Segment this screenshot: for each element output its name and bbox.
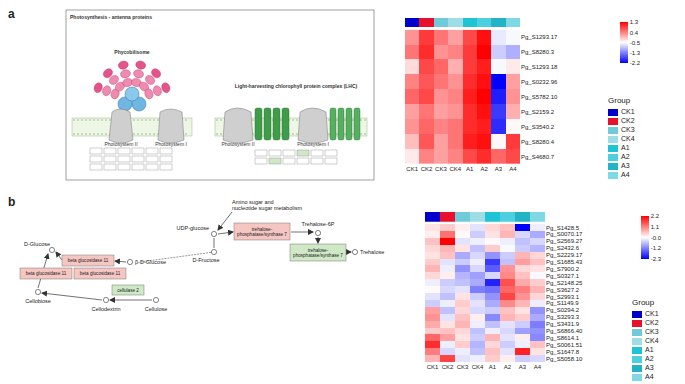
svg-text:Pg_S2432.6: Pg_S2432.6 bbox=[546, 245, 580, 251]
svg-text:Pg_S1293.18: Pg_S1293.18 bbox=[521, 64, 558, 70]
svg-text:Pg_S1685.43: Pg_S1685.43 bbox=[546, 259, 583, 265]
html-text:CK2: CK2 bbox=[645, 319, 659, 326]
svg-text:Pg_S8614.1: Pg_S8614.1 bbox=[546, 335, 580, 341]
svg-text:UDP-glucose: UDP-glucose bbox=[177, 225, 209, 231]
svg-text:Light-harvesting chlorophyll p: Light-harvesting chlorophyll protein com… bbox=[235, 83, 358, 89]
svg-text:1.3: 1.3 bbox=[630, 19, 639, 25]
html-text:A4: A4 bbox=[621, 171, 630, 178]
svg-text:beta glucosidase 11: beta glucosidase 11 bbox=[26, 271, 67, 276]
svg-text:Pg_S0327.1: Pg_S0327.1 bbox=[546, 273, 580, 279]
svg-text:A3: A3 bbox=[495, 166, 503, 172]
svg-text:Cellodextrin: Cellodextrin bbox=[91, 306, 120, 312]
svg-text:Cellobiose: Cellobiose bbox=[25, 298, 51, 304]
svg-text:Pg_S8280.3: Pg_S8280.3 bbox=[521, 49, 555, 55]
svg-text:Pg_S0070.17: Pg_S0070.17 bbox=[546, 231, 583, 237]
svg-text:CK3: CK3 bbox=[457, 364, 469, 370]
svg-text:Pg_S5058.10: Pg_S5058.10 bbox=[546, 356, 583, 362]
svg-text:Cellulose: Cellulose bbox=[145, 306, 168, 312]
svg-text:Pg_S3627.2: Pg_S3627.2 bbox=[546, 287, 580, 293]
svg-text:A4: A4 bbox=[509, 166, 517, 172]
html-text:Group: Group bbox=[632, 298, 655, 307]
svg-text:A4: A4 bbox=[534, 364, 542, 370]
html-text:CK3: CK3 bbox=[645, 328, 659, 335]
svg-text:Pg_S2148.25: Pg_S2148.25 bbox=[546, 280, 583, 286]
html-text:A2: A2 bbox=[621, 153, 630, 160]
html-text:CK4: CK4 bbox=[645, 337, 659, 344]
svg-text:beta glucosidase 11: beta glucosidase 11 bbox=[68, 258, 109, 263]
svg-text:Pg_S1149.9: Pg_S1149.9 bbox=[546, 300, 579, 306]
svg-text:Pg_S7900.2: Pg_S7900.2 bbox=[546, 266, 580, 272]
html-text:Group: Group bbox=[608, 96, 631, 105]
svg-text:Pg_S2229.17: Pg_S2229.17 bbox=[546, 252, 583, 258]
svg-text:CK4: CK4 bbox=[472, 364, 484, 370]
svg-text:0.4: 0.4 bbox=[630, 30, 639, 36]
svg-text:CK2: CK2 bbox=[421, 166, 433, 172]
svg-text:Pg_S1647.8: Pg_S1647.8 bbox=[546, 349, 580, 355]
html-text:A2: A2 bbox=[645, 355, 654, 362]
svg-text:1.1: 1.1 bbox=[651, 224, 660, 230]
svg-text:-1.2: -1.2 bbox=[651, 245, 662, 251]
svg-text:Photosystem I: Photosystem I bbox=[297, 141, 329, 147]
svg-text:Photosystem II: Photosystem II bbox=[104, 141, 137, 147]
svg-text:Phycobilisome: Phycobilisome bbox=[114, 49, 150, 55]
html-text:A4: A4 bbox=[645, 373, 654, 380]
svg-text:CK1: CK1 bbox=[406, 166, 418, 172]
svg-text:-2.3: -2.3 bbox=[651, 256, 662, 262]
svg-text:Photosystem I: Photosystem I bbox=[155, 141, 187, 147]
svg-text:b: b bbox=[8, 195, 15, 209]
svg-text:CK3: CK3 bbox=[435, 166, 447, 172]
svg-text:A1: A1 bbox=[489, 364, 497, 370]
svg-text:beta glucosidase 11: beta glucosidase 11 bbox=[80, 271, 121, 276]
html-text:CK1: CK1 bbox=[621, 108, 635, 115]
svg-text:A2: A2 bbox=[504, 364, 512, 370]
svg-text:Pg_S1293.17: Pg_S1293.17 bbox=[521, 34, 558, 40]
svg-text:Pg_S1428.5: Pg_S1428.5 bbox=[546, 225, 580, 231]
svg-text:Pg_S4680.7: Pg_S4680.7 bbox=[521, 154, 555, 160]
svg-text:A1: A1 bbox=[466, 166, 474, 172]
svg-text:Pg_S0294.2: Pg_S0294.2 bbox=[546, 307, 580, 313]
svg-text:Trehalose: Trehalose bbox=[360, 249, 384, 255]
html-text:A3: A3 bbox=[621, 162, 630, 169]
svg-text:D-Glucose: D-Glucose bbox=[24, 241, 50, 247]
svg-text:Pg_S5782.10: Pg_S5782.10 bbox=[521, 94, 558, 100]
html-text:CK3: CK3 bbox=[621, 126, 635, 133]
svg-text:-2.2: -2.2 bbox=[630, 60, 641, 66]
svg-text:β-D-Glucose: β-D-Glucose bbox=[135, 259, 166, 265]
svg-text:A3: A3 bbox=[519, 364, 527, 370]
svg-text:D-Fructose: D-Fructose bbox=[192, 257, 219, 263]
svg-text:Pg_S3540.2: Pg_S3540.2 bbox=[521, 124, 555, 130]
svg-text:Pg_S8280.4: Pg_S8280.4 bbox=[521, 139, 555, 145]
svg-text:Photosystem II: Photosystem II bbox=[221, 141, 254, 147]
html-text:A1: A1 bbox=[645, 346, 654, 353]
svg-text:Pg_S2569.27: Pg_S2569.27 bbox=[546, 238, 583, 244]
svg-text:CK4: CK4 bbox=[449, 166, 461, 172]
svg-text:Photosynthesis - antenna prote: Photosynthesis - antenna proteins bbox=[70, 14, 152, 20]
html-text:CK1: CK1 bbox=[645, 310, 659, 317]
html-text:A3: A3 bbox=[645, 364, 654, 371]
svg-text:Pg_S2159.2: Pg_S2159.2 bbox=[521, 109, 555, 115]
svg-text:cellulase 2: cellulase 2 bbox=[117, 288, 139, 293]
svg-text:Trehalose-6P: Trehalose-6P bbox=[302, 221, 335, 227]
svg-text:Pg_S0061.51: Pg_S0061.51 bbox=[546, 342, 583, 348]
svg-text:Pg_S3431.9: Pg_S3431.9 bbox=[546, 321, 580, 327]
svg-text:A2: A2 bbox=[480, 166, 488, 172]
svg-text:2.2: 2.2 bbox=[651, 213, 660, 219]
svg-text:a: a bbox=[8, 7, 15, 21]
svg-text:CK1: CK1 bbox=[427, 364, 439, 370]
svg-text:Pg_S2993.1: Pg_S2993.1 bbox=[546, 294, 580, 300]
svg-text:-1.3: -1.3 bbox=[630, 50, 641, 56]
svg-text:Pg_S0232.96: Pg_S0232.96 bbox=[521, 79, 558, 85]
svg-text:-0.5: -0.5 bbox=[630, 40, 641, 46]
html-text:CK4: CK4 bbox=[621, 135, 635, 142]
svg-text:-0.0: -0.0 bbox=[651, 235, 662, 241]
svg-text:Pg_S3293.3: Pg_S3293.3 bbox=[546, 314, 580, 320]
svg-text:Amino sugar andnucleotide suga: Amino sugar andnucleotide sugar metaboli… bbox=[232, 199, 302, 211]
html-text:A1: A1 bbox=[621, 144, 630, 151]
svg-text:trehalose-phosphatase/synthase: trehalose-phosphatase/synthase 7 bbox=[237, 227, 287, 237]
html-text:CK2: CK2 bbox=[621, 117, 635, 124]
svg-text:Pg_S6866.40: Pg_S6866.40 bbox=[546, 328, 583, 334]
svg-text:CK2: CK2 bbox=[442, 364, 454, 370]
svg-text:trehalose-phosphatase/synthase: trehalose-phosphatase/synthase 7 bbox=[293, 248, 343, 258]
